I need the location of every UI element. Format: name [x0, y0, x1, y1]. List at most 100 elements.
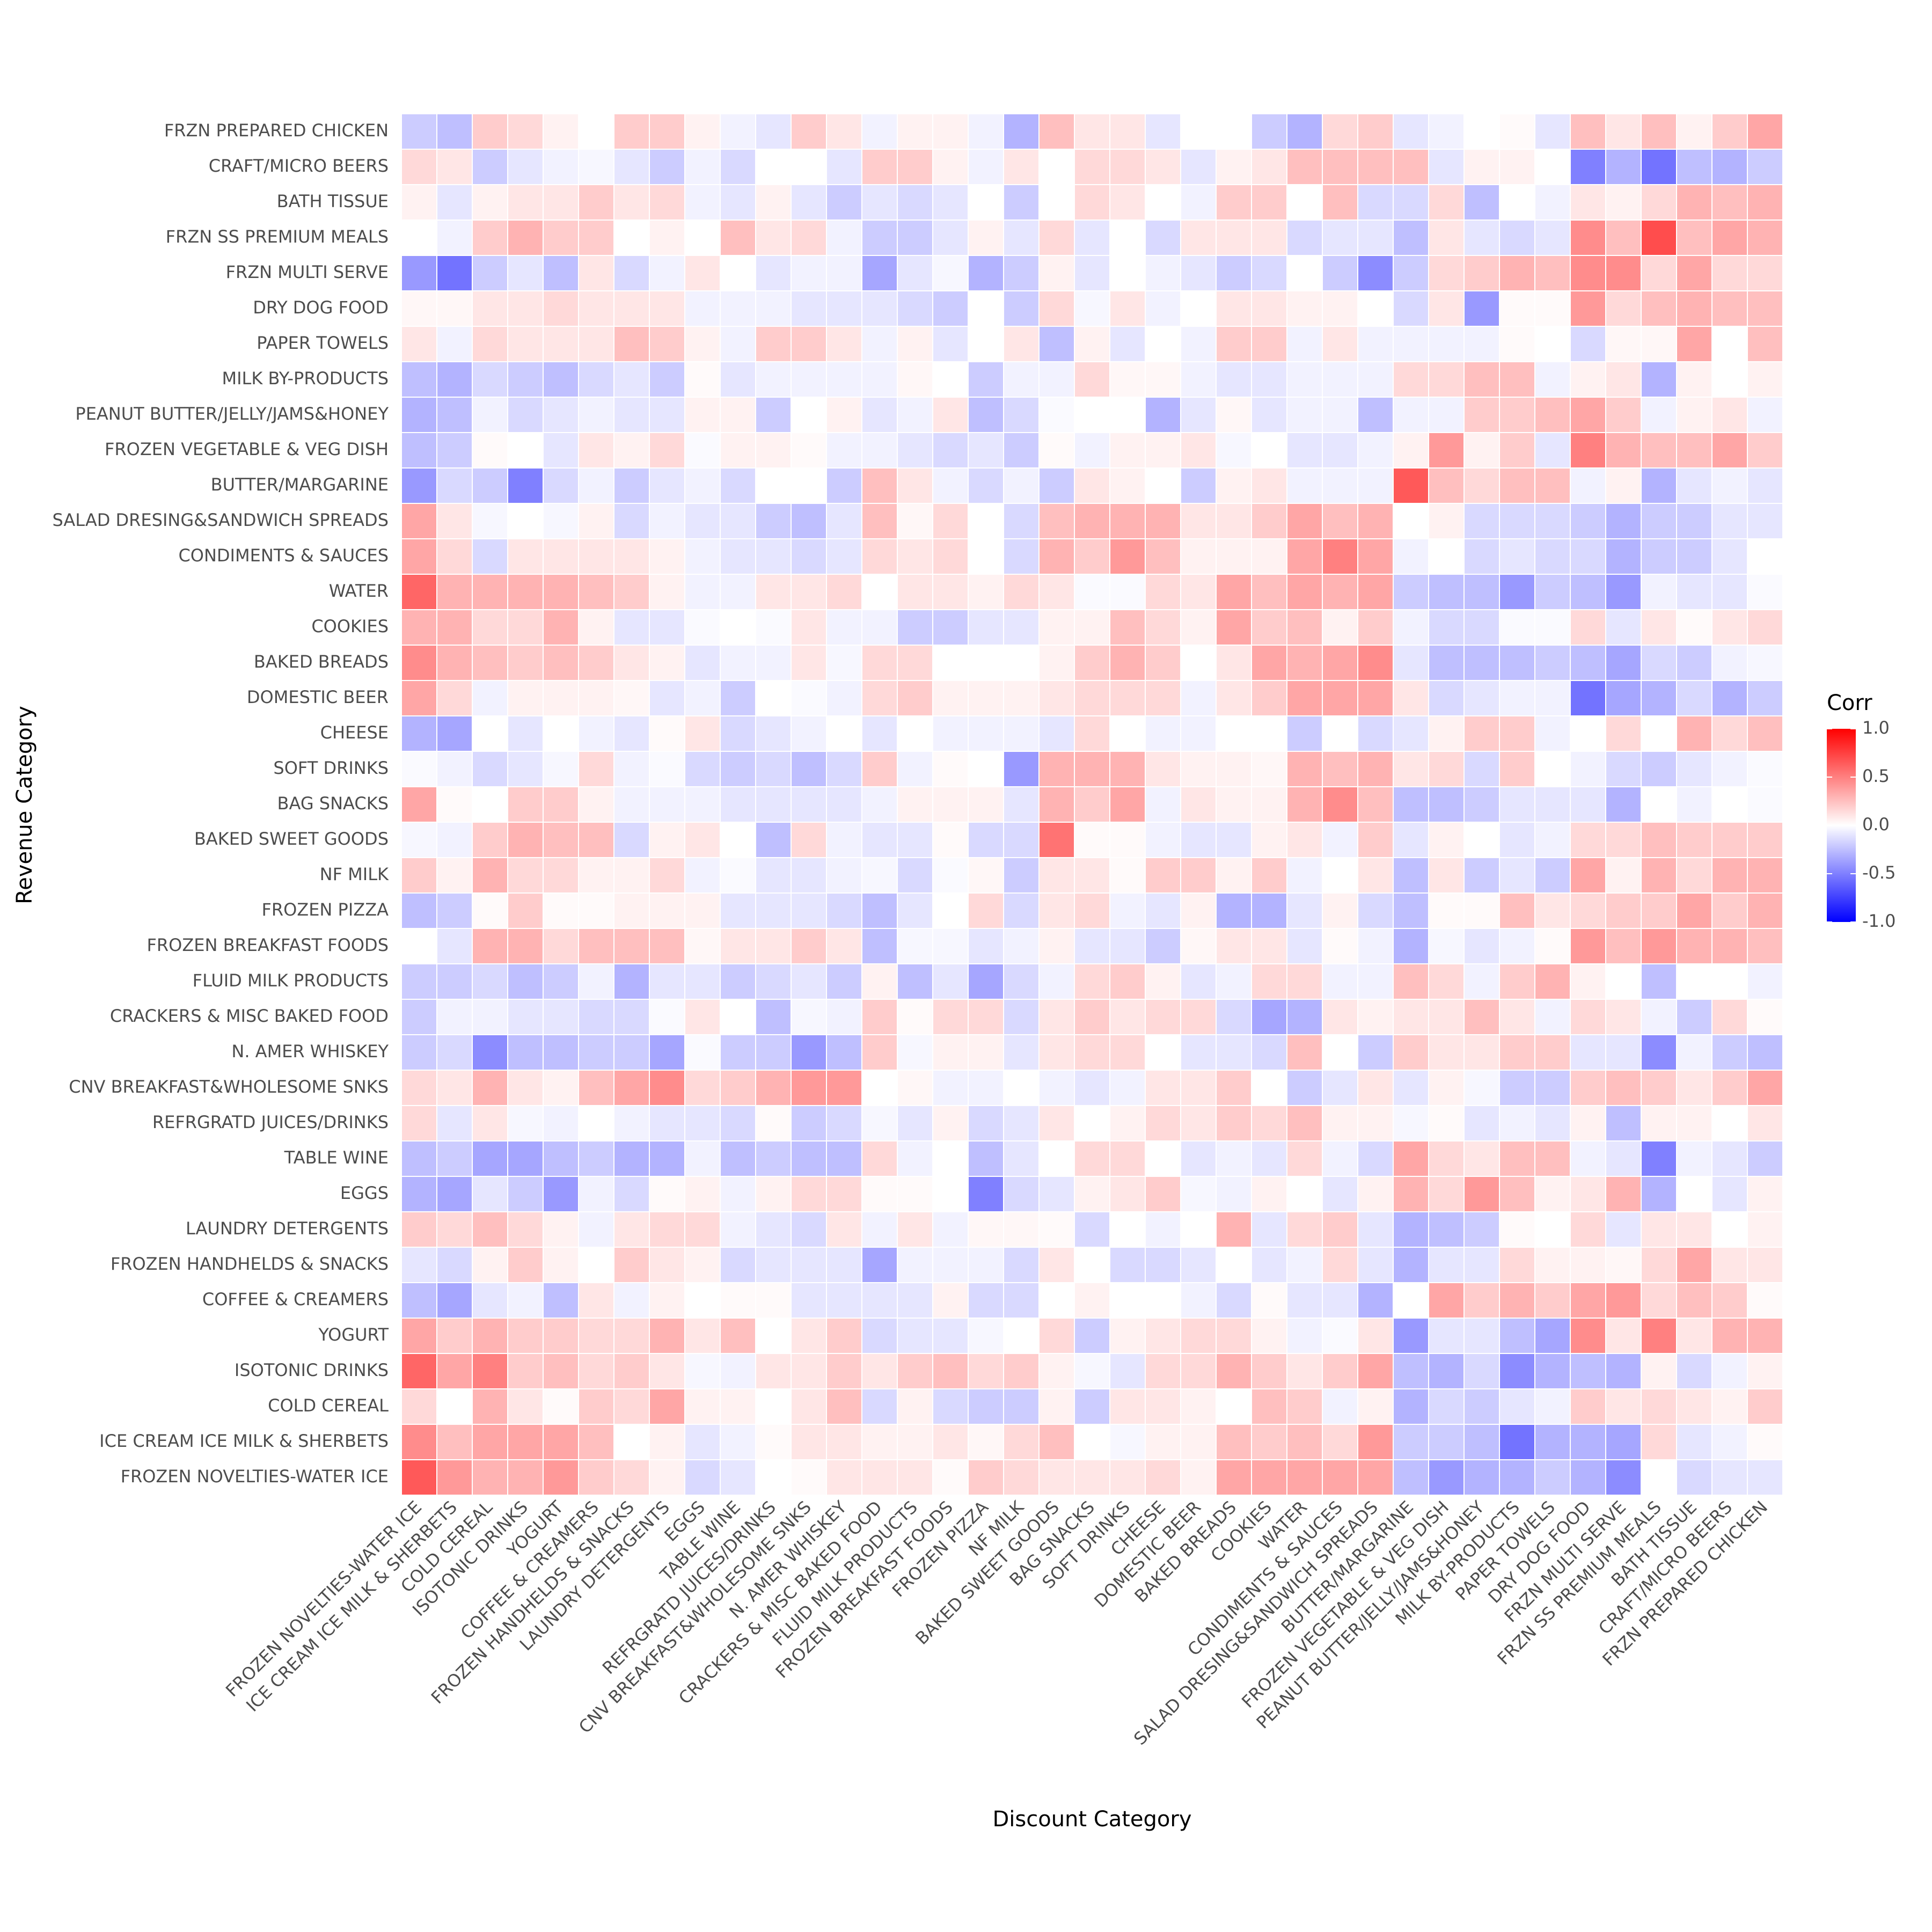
- heatmap-cell: [1747, 538, 1783, 575]
- heatmap-cell: [401, 1353, 437, 1389]
- heatmap-cell: [401, 1176, 437, 1212]
- heatmap-cell: [968, 680, 1004, 716]
- heatmap-cell: [578, 751, 614, 787]
- heatmap-cell: [436, 963, 473, 1000]
- heatmap-cell: [1322, 184, 1358, 221]
- y-tick-label: YOGURT: [318, 1324, 389, 1345]
- heatmap-cell: [1499, 857, 1535, 894]
- heatmap-cell: [401, 1424, 437, 1460]
- heatmap-cell: [1109, 1034, 1146, 1071]
- heatmap-cell: [1251, 786, 1287, 823]
- heatmap-cell: [1711, 609, 1748, 646]
- y-tick-label: BUTTER/MARGARINE: [211, 474, 389, 495]
- heatmap-cell: [897, 1176, 933, 1212]
- heatmap-cell: [1641, 397, 1677, 433]
- heatmap-cell: [968, 1388, 1004, 1425]
- heatmap-cell: [436, 1176, 473, 1212]
- heatmap-cell: [791, 1388, 827, 1425]
- heatmap-cell: [1251, 928, 1287, 964]
- heatmap-cell: [1074, 1176, 1110, 1212]
- heatmap-cell: [1641, 715, 1677, 752]
- heatmap-cell: [826, 963, 862, 1000]
- heatmap-cell: [1322, 1034, 1358, 1071]
- heatmap-cell: [472, 255, 508, 291]
- heatmap-cell: [1676, 1034, 1713, 1071]
- y-tick-label: CNV BREAKFAST&WHOLESOME SNKS: [69, 1077, 389, 1097]
- heatmap-cell: [613, 361, 650, 398]
- heatmap-cell: [826, 822, 862, 858]
- heatmap-cell: [755, 255, 792, 291]
- heatmap-cell: [1286, 1247, 1323, 1283]
- heatmap-cell: [1393, 219, 1429, 256]
- heatmap-cell: [1251, 680, 1287, 716]
- heatmap-cell: [613, 290, 650, 327]
- y-tick-label: MILK BY-PRODUCTS: [222, 368, 389, 389]
- heatmap-cell: [1570, 963, 1606, 1000]
- heatmap-cell: [968, 609, 1004, 646]
- heatmap-cell: [897, 255, 933, 291]
- heatmap-cell: [1180, 928, 1217, 964]
- heatmap-cell: [861, 467, 898, 504]
- heatmap-cell: [472, 113, 508, 150]
- heatmap-cell: [1145, 892, 1181, 929]
- heatmap-cell: [1463, 1247, 1500, 1283]
- heatmap-cell: [968, 290, 1004, 327]
- heatmap-cell: [649, 326, 685, 362]
- heatmap-cell: [1605, 1353, 1642, 1389]
- heatmap-cell: [1676, 326, 1713, 362]
- heatmap-cell: [1003, 255, 1040, 291]
- heatmap-cell: [755, 1211, 792, 1248]
- heatmap-cell: [1676, 715, 1713, 752]
- heatmap-cell: [791, 432, 827, 469]
- heatmap-cell: [1676, 822, 1713, 858]
- heatmap-cell: [1109, 715, 1146, 752]
- heatmap-cell: [1393, 857, 1429, 894]
- heatmap-cell: [755, 149, 792, 185]
- heatmap-cell: [436, 999, 473, 1035]
- heatmap-cell: [1180, 290, 1217, 327]
- heatmap-cell: [1641, 432, 1677, 469]
- heatmap-cell: [507, 397, 544, 433]
- heatmap-cell: [1499, 1282, 1535, 1319]
- heatmap-cell: [720, 574, 756, 610]
- heatmap-cell: [755, 645, 792, 681]
- heatmap-cell: [1641, 1318, 1677, 1354]
- heatmap-cell: [968, 1140, 1004, 1177]
- heatmap-cell: [1180, 1424, 1217, 1460]
- heatmap-cell: [1605, 290, 1642, 327]
- heatmap-cell: [1074, 1211, 1110, 1248]
- heatmap-cell: [1393, 255, 1429, 291]
- heatmap-cell: [1605, 1034, 1642, 1071]
- heatmap-cell: [1003, 822, 1040, 858]
- heatmap-cell: [1499, 432, 1535, 469]
- heatmap-cell: [1216, 1070, 1252, 1106]
- heatmap-cell: [1322, 928, 1358, 964]
- heatmap-cell: [1251, 857, 1287, 894]
- heatmap-cell: [1357, 751, 1394, 787]
- heatmap-cell: [401, 609, 437, 646]
- heatmap-cell: [613, 503, 650, 539]
- heatmap-cell: [472, 1282, 508, 1319]
- heatmap-cell: [436, 1034, 473, 1071]
- heatmap-cell: [1109, 963, 1146, 1000]
- heatmap-cell: [1747, 397, 1783, 433]
- heatmap-cell: [1747, 1176, 1783, 1212]
- heatmap-cell: [1180, 892, 1217, 929]
- heatmap-cell: [507, 715, 544, 752]
- heatmap-cell: [1251, 184, 1287, 221]
- heatmap-cell: [1286, 928, 1323, 964]
- heatmap-cell: [968, 184, 1004, 221]
- heatmap-cell: [826, 1388, 862, 1425]
- heatmap-cell: [1216, 715, 1252, 752]
- heatmap-cell: [897, 786, 933, 823]
- legend-tick-label: 0.5: [1862, 766, 1890, 786]
- heatmap-cell: [1003, 538, 1040, 575]
- heatmap-cell: [507, 432, 544, 469]
- heatmap-cell: [578, 892, 614, 929]
- heatmap-cell: [755, 786, 792, 823]
- heatmap-cell: [436, 1424, 473, 1460]
- heatmap-cell: [1711, 999, 1748, 1035]
- heatmap-cell: [968, 397, 1004, 433]
- heatmap-cell: [1747, 1424, 1783, 1460]
- heatmap-cell: [1428, 999, 1465, 1035]
